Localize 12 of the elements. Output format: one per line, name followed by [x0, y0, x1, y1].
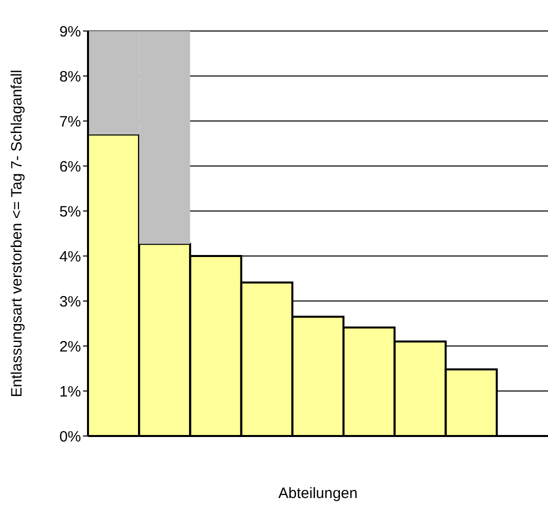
x-axis-title: Abteilungen [278, 485, 358, 502]
y-tick-label: 8% [59, 68, 81, 86]
y-axis-title: Entlassungsart verstorben <= Tag 7- Schlaganfall [8, 70, 26, 398]
y-tick-label: 4% [59, 248, 81, 266]
y-tick-label: 3% [59, 293, 81, 310]
y-tick-label: 2% [59, 338, 81, 356]
y-tick-label: 9% [59, 23, 81, 40]
y-tick-label: 0% [59, 428, 81, 446]
y-tick-label: 6% [59, 158, 81, 176]
y-tick-label: 7% [59, 113, 81, 130]
y-tick-label: 1% [59, 383, 81, 400]
y-tick-label: 5% [59, 203, 81, 220]
